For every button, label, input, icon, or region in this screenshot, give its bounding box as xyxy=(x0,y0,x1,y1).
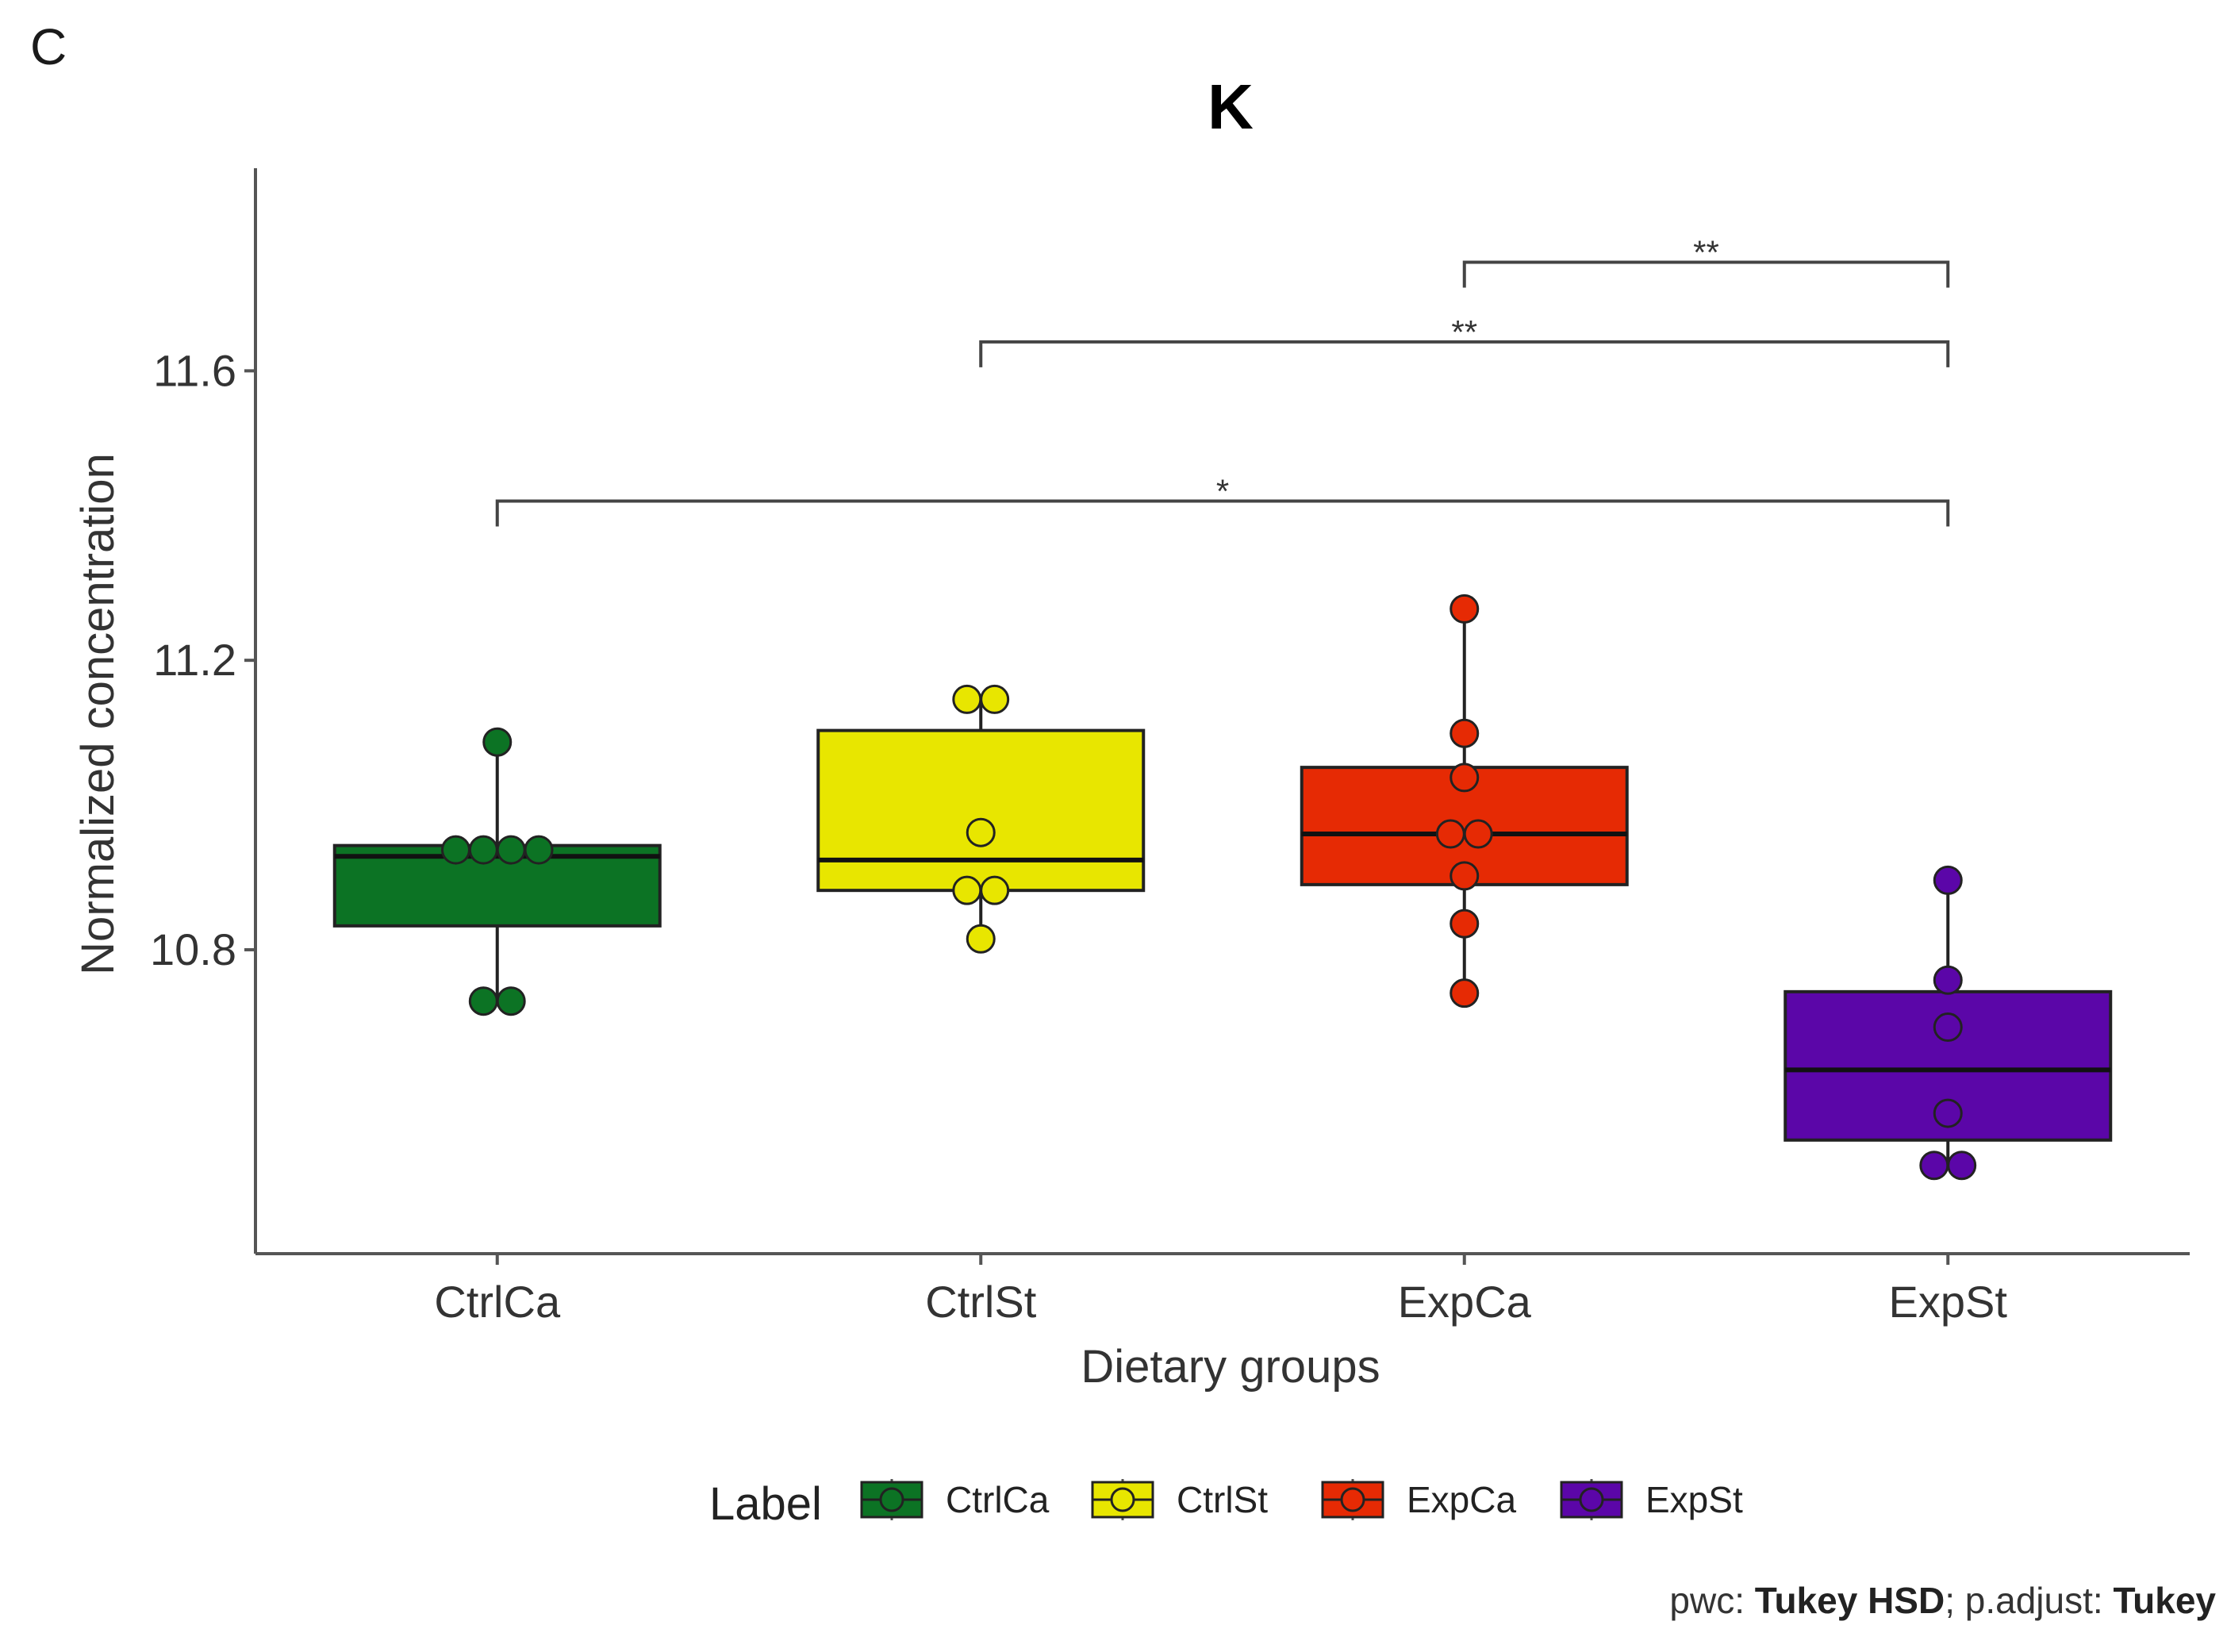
data-point xyxy=(1933,965,1963,995)
legend-label: CtrlCa xyxy=(946,1479,1050,1520)
x-axis-title: Dietary groups xyxy=(1081,1341,1380,1393)
data-point xyxy=(468,835,498,865)
caption-separator: ; xyxy=(1945,1580,1955,1621)
significance-bracket: ** xyxy=(1462,234,1950,288)
data-point xyxy=(1463,819,1493,849)
iqr-box xyxy=(332,843,662,928)
legend-item-ExpSt: ExpSt xyxy=(1560,1479,1743,1520)
bracket-line xyxy=(979,340,1950,367)
data-point xyxy=(496,835,526,865)
data-point xyxy=(980,684,1010,714)
y-tick-label: 11.6 xyxy=(153,345,236,395)
data-point xyxy=(1449,861,1480,891)
x-tick-label: ExpSt xyxy=(1889,1277,2008,1327)
data-point xyxy=(966,817,996,847)
legend-item-CtrlSt: CtrlSt xyxy=(1091,1479,1268,1520)
significance-bracket: * xyxy=(495,473,1950,527)
box-ExpSt xyxy=(1784,865,2113,1181)
x-tick-label: ExpCa xyxy=(1398,1277,1532,1327)
data-point xyxy=(496,986,526,1016)
significance-label: ** xyxy=(1693,234,1719,271)
panel-letter: C xyxy=(30,18,67,75)
caption-pwc-value: Tukey HSD xyxy=(1754,1580,1945,1621)
data-point xyxy=(952,875,982,905)
x-tick-label: CtrlCa xyxy=(434,1277,561,1327)
legend: Label CtrlCa CtrlSt ExpCa ExpSt xyxy=(709,1478,1743,1530)
legend-item-ExpCa: ExpCa xyxy=(1321,1479,1516,1520)
data-point xyxy=(966,924,996,954)
caption-adjust-value: Tukey xyxy=(2113,1580,2216,1621)
legend-label: CtrlSt xyxy=(1177,1479,1268,1520)
data-point xyxy=(1449,909,1480,939)
legend-key-point xyxy=(1340,1487,1365,1512)
data-point xyxy=(482,727,513,757)
box-CtrlCa xyxy=(332,727,662,1016)
significance-bracket: ** xyxy=(979,313,1950,367)
data-point xyxy=(1449,763,1480,793)
bracket-line xyxy=(495,499,1950,527)
x-tick-label: CtrlSt xyxy=(925,1277,1036,1327)
data-point xyxy=(1449,594,1480,624)
box-ExpCa xyxy=(1300,594,1629,1008)
data-point xyxy=(1449,718,1480,748)
significance-label: * xyxy=(1216,473,1229,510)
legend-key-point xyxy=(879,1487,904,1512)
data-point xyxy=(952,684,982,714)
data-point xyxy=(468,986,498,1016)
chart-title: K xyxy=(1208,71,1254,142)
box-CtrlSt xyxy=(816,684,1146,954)
test-caption: pwc: Tukey HSD; p.adjust: Tukey xyxy=(1669,1579,2216,1622)
data-point xyxy=(1947,1151,1977,1181)
significance-label: ** xyxy=(1451,313,1477,351)
data-point xyxy=(440,835,470,865)
data-point xyxy=(1435,819,1465,849)
legend-key-point xyxy=(1110,1487,1135,1512)
legend-label: ExpCa xyxy=(1407,1479,1516,1520)
legend-key-point xyxy=(1579,1487,1604,1512)
data-point xyxy=(1933,1012,1963,1043)
y-tick-label: 10.8 xyxy=(150,924,236,974)
caption-adjust-label: p.adjust: xyxy=(1964,1580,2103,1621)
data-point xyxy=(980,875,1010,905)
data-point xyxy=(1933,1098,1963,1128)
legend-title: Label xyxy=(709,1478,822,1530)
data-point xyxy=(1449,978,1480,1008)
data-point xyxy=(524,835,554,865)
iqr-box xyxy=(816,728,1146,893)
y-tick-label: 11.2 xyxy=(153,635,236,685)
legend-item-CtrlCa: CtrlCa xyxy=(860,1479,1050,1520)
legend-label: ExpSt xyxy=(1645,1479,1743,1520)
data-point xyxy=(1933,865,1963,895)
data-point xyxy=(1919,1151,1949,1181)
bracket-line xyxy=(1462,260,1950,288)
y-axis-title: Normalized concentration xyxy=(72,453,124,975)
caption-pwc-label: pwc: xyxy=(1669,1580,1745,1621)
